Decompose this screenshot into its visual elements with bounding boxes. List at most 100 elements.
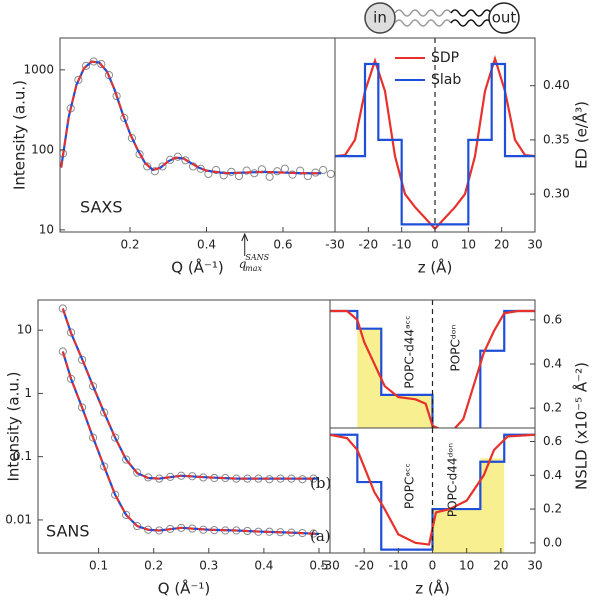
x-tick-label: 0.1	[89, 559, 108, 573]
panel-label: (b)	[310, 474, 331, 492]
x-tick-label: 0.6	[273, 238, 292, 252]
x-tick-label: 0.3	[199, 559, 218, 573]
panel-label: POPCᵃᶜᶜ	[403, 463, 417, 509]
data-point	[77, 403, 87, 412]
y-tick-label: 100	[31, 142, 54, 156]
panel-label: (a)	[310, 527, 331, 545]
panel-label: SAXS	[80, 198, 123, 217]
x-axis-title: Q (Å⁻¹)	[158, 579, 210, 598]
data-point	[66, 328, 76, 337]
line	[330, 309, 535, 428]
y-tick-label: 0.30	[543, 187, 570, 201]
x-tick-label: 30	[527, 238, 542, 252]
x-tick-label: 0.5	[309, 559, 328, 573]
bilayer-icon	[364, 2, 520, 34]
plot-area	[60, 57, 335, 181]
icon-in: in	[373, 9, 387, 27]
data-point	[181, 156, 190, 165]
line	[61, 351, 320, 535]
data-point	[143, 162, 152, 171]
y-tick-label: 1	[24, 386, 32, 400]
data-point	[81, 61, 91, 70]
y-tick-label: 0.1	[13, 449, 32, 463]
data-point	[58, 304, 67, 313]
data-point	[265, 172, 274, 181]
data-point	[133, 468, 142, 477]
plot-frame	[37, 299, 331, 554]
panel-label: POPCᵈᵒⁿ	[449, 324, 463, 371]
shaded-region	[357, 328, 433, 428]
y-tick-label: 0.01	[5, 512, 32, 526]
x-tick-label: 0.4	[254, 559, 273, 573]
y-axis-title: Intensity (a.u.)	[5, 372, 23, 482]
line	[335, 62, 535, 226]
x-tick-label: 0	[429, 559, 437, 573]
data-point	[242, 166, 251, 175]
line	[60, 60, 322, 175]
panel-label: POPC-d44ᵃᶜᶜ	[403, 315, 417, 388]
y-tick-label: 0.35	[543, 132, 570, 146]
x-tick-label: 0	[431, 238, 439, 252]
x-axis-title: z (Å)	[418, 258, 453, 277]
x-tick-label: 0.2	[144, 559, 163, 573]
line	[60, 60, 322, 175]
x-tick-label: 20	[494, 238, 509, 252]
y-axis-title: Intensity (a.u.)	[11, 80, 29, 190]
x-tick-label: -20	[359, 238, 379, 252]
annotation-sup: SANS	[245, 253, 269, 262]
plot-area	[58, 304, 320, 538]
data-point	[158, 162, 167, 171]
y-tick-label: 0.0	[543, 535, 562, 549]
x-tick-label: -10	[389, 559, 409, 573]
shaded-region	[432, 458, 505, 553]
data-point	[133, 521, 142, 531]
x-tick-label: -30	[320, 559, 340, 573]
icon-out: out	[492, 9, 517, 27]
data-point	[219, 171, 228, 180]
data-point	[280, 164, 289, 173]
annotation-arrowhead	[241, 232, 249, 242]
data-point	[150, 167, 159, 176]
x-axis-title: Q (Å⁻¹)	[171, 258, 223, 277]
annotation-sub: max	[245, 264, 262, 273]
x-tick-label: -30	[325, 238, 345, 252]
x-tick-label: -10	[392, 238, 412, 252]
y-tick-label: 10	[17, 323, 32, 337]
annotation-q: q	[239, 257, 247, 271]
legend-label: Slab	[431, 72, 461, 88]
panel-label: POPC-d44ᵈᵒⁿ	[446, 443, 460, 517]
x-tick-label: 10	[459, 559, 474, 573]
y-tick-label: 0.4	[543, 468, 562, 482]
y-tick-label: 0.40	[543, 78, 570, 92]
data-point	[122, 455, 131, 464]
y-tick-label: 0.6	[543, 434, 562, 448]
y-tick-label: 0.6	[543, 312, 562, 326]
x-axis-title: z (Å)	[415, 579, 450, 598]
annotation-text: qSANS max	[239, 253, 270, 273]
data-point	[319, 165, 328, 175]
data-point	[111, 433, 120, 442]
x-tick-label: 20	[493, 559, 508, 573]
line	[61, 308, 319, 480]
line	[330, 433, 535, 546]
y-tick-label: 0.4	[543, 357, 562, 371]
data-point	[97, 59, 106, 69]
data-point	[288, 170, 297, 179]
data-point	[88, 382, 98, 391]
y-axis-title: ED (e/Å³)	[572, 101, 591, 169]
panel-label: SANS	[46, 522, 90, 541]
data-point	[326, 169, 335, 179]
data-point	[88, 433, 98, 442]
data-point	[211, 165, 221, 175]
legend-label: SDP	[431, 50, 459, 66]
data-point	[100, 408, 109, 417]
y-tick-label: 1000	[23, 62, 54, 76]
data-point	[74, 75, 83, 84]
data-point	[120, 113, 129, 123]
y-axis-title: NSLD (x10⁻⁵ Å⁻²)	[572, 362, 591, 490]
data-point	[122, 510, 131, 520]
x-tick-label: -20	[354, 559, 374, 573]
data-point	[173, 152, 182, 161]
y-tick-label: 10	[39, 222, 54, 236]
